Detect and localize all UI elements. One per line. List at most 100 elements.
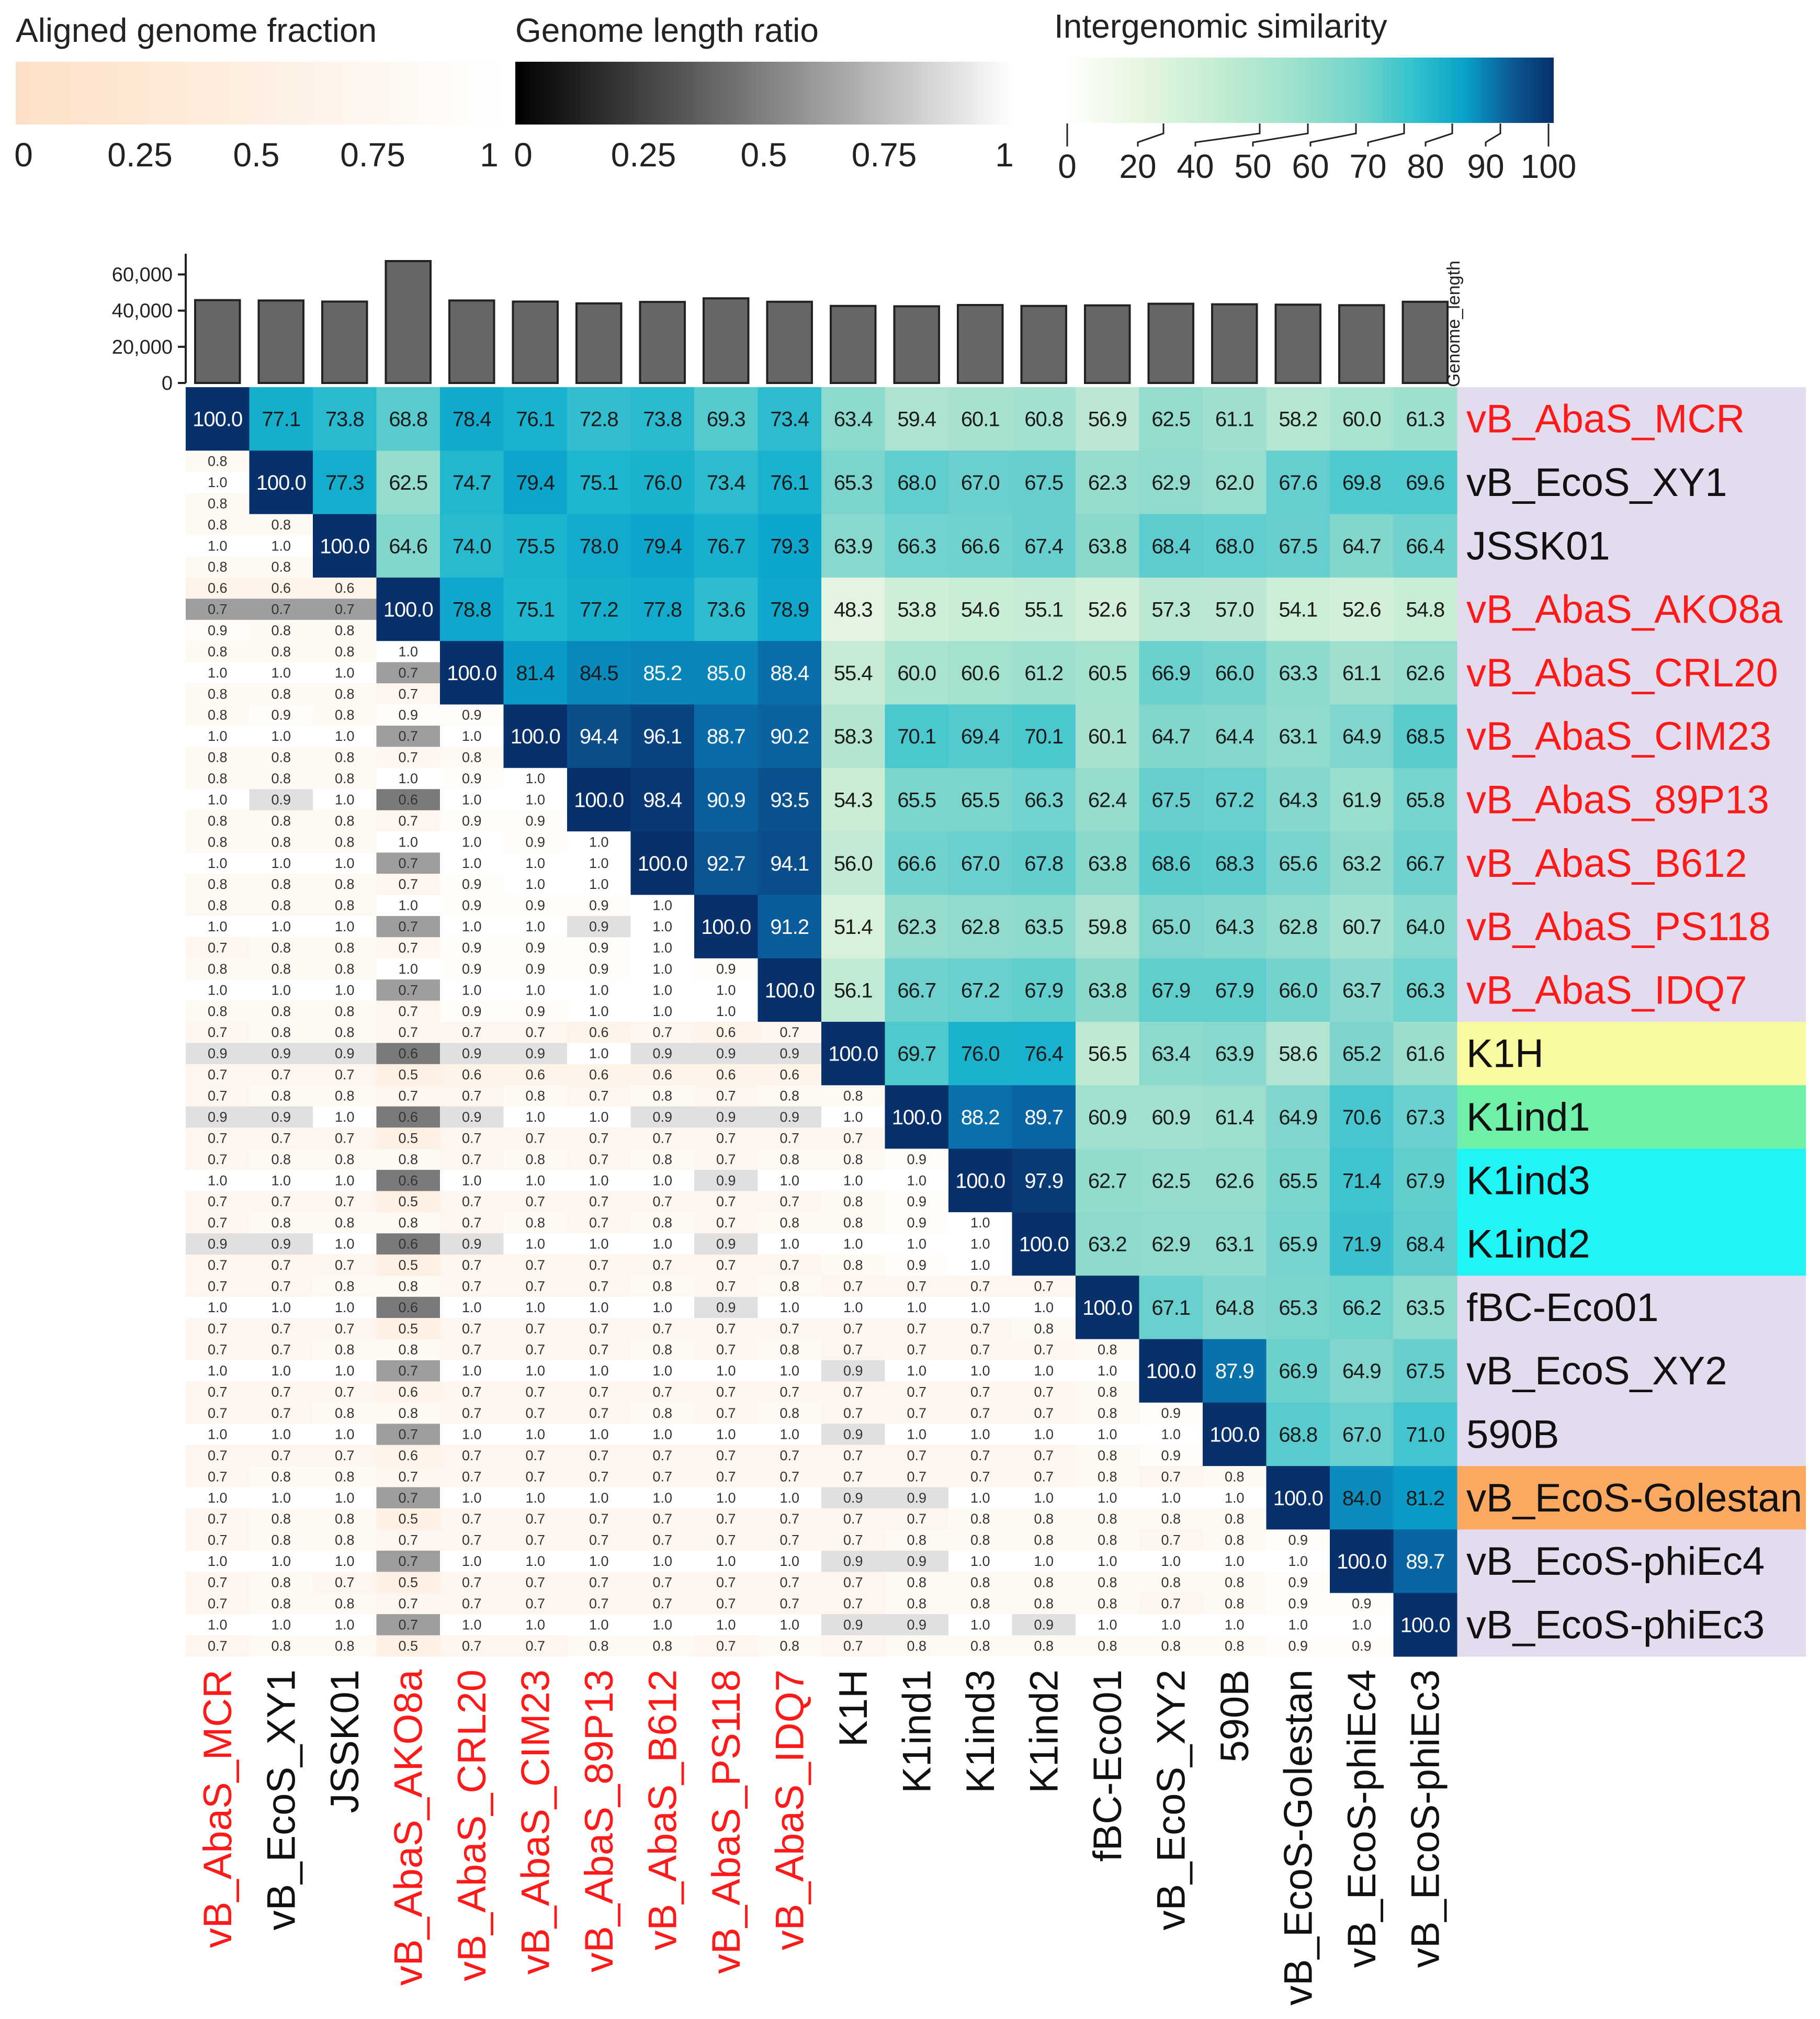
similarity-cell xyxy=(503,450,568,515)
aligned-fraction-cell xyxy=(376,1508,440,1530)
aligned-fraction-cell xyxy=(885,1254,949,1276)
aligned-fraction-cell xyxy=(503,831,568,853)
row-label: vB_EcoS_XY2 xyxy=(1466,1349,1727,1393)
aligned-fraction-cell xyxy=(948,1445,1012,1467)
aligned-fraction-value: 0.7 xyxy=(271,1130,291,1146)
length-ratio-cell xyxy=(313,852,377,874)
similarity-value: 67.2 xyxy=(1215,788,1254,811)
aligned-fraction-cell xyxy=(1076,1508,1139,1530)
aligned-fraction-value: 0.7 xyxy=(271,1405,291,1421)
similarity-value: 66.3 xyxy=(1024,788,1063,811)
length-ratio-cell xyxy=(1012,1424,1076,1446)
similarity-cell xyxy=(1203,641,1267,705)
similarity-cell xyxy=(694,387,758,451)
aligned-fraction-value: 0.7 xyxy=(462,1130,482,1146)
similarity-cell xyxy=(885,577,949,641)
length-ratio-cell xyxy=(630,1043,695,1065)
aligned-fraction-value: 0.7 xyxy=(271,1067,291,1082)
aligned-fraction-cell xyxy=(376,958,440,980)
length-ratio-cell xyxy=(758,1424,822,1446)
row-label: JSSK01 xyxy=(1466,524,1610,568)
length-ratio-value: 0.7 xyxy=(398,1553,418,1569)
group-band xyxy=(1457,1402,1806,1467)
length-ratio-value: 0.9 xyxy=(271,792,291,807)
aligned-fraction-value: 0.8 xyxy=(335,898,355,913)
length-ratio-cell xyxy=(1076,1614,1139,1636)
length-ratio-cell xyxy=(630,1614,695,1636)
length-ratio-value: 1.0 xyxy=(208,1426,228,1442)
aligned-fraction-cell xyxy=(186,641,250,663)
length-ratio-value: 1.0 xyxy=(462,792,482,807)
aligned-fraction-cell xyxy=(694,1022,758,1043)
length-ratio-cell xyxy=(503,1614,568,1636)
aligned-fraction-value: 0.7 xyxy=(1034,1448,1054,1463)
group-band xyxy=(1457,1593,1806,1657)
length-ratio-value: 1.0 xyxy=(208,475,228,490)
length-ratio-value: 1.0 xyxy=(208,728,228,744)
aligned-fraction-cell xyxy=(313,1085,377,1107)
aligned-fraction-value: 0.7 xyxy=(525,1596,545,1611)
length-ratio-cell xyxy=(313,1487,377,1509)
aligned-fraction-cell xyxy=(440,1466,504,1488)
aligned-fraction-value: 0.7 xyxy=(652,1257,672,1273)
aligned-fraction-value: 0.8 xyxy=(1225,1532,1245,1548)
similarity-cell xyxy=(313,387,377,451)
length-ratio-cell xyxy=(249,789,313,811)
aligned-fraction-value: 0.7 xyxy=(462,1384,482,1400)
similarity-value: 77.1 xyxy=(262,408,300,431)
aligned-fraction-value: 0.8 xyxy=(970,1596,990,1611)
similarity-value: 63.2 xyxy=(1088,1233,1127,1256)
length-ratio-value: 1.0 xyxy=(652,1363,672,1379)
similarity-cell xyxy=(948,514,1012,578)
similarity-value: 67.9 xyxy=(1151,979,1190,1002)
similarity-cell xyxy=(1266,1339,1330,1403)
aligned-fraction-cell xyxy=(885,1381,949,1403)
similarity-cell xyxy=(1393,1085,1457,1149)
aligned-fraction-cell xyxy=(567,937,631,959)
aligned-fraction-value: 0.8 xyxy=(271,1638,291,1654)
aligned-fraction-value: 0.8 xyxy=(462,750,482,765)
similarity-cell xyxy=(758,768,822,832)
similarity-cell xyxy=(1393,1148,1457,1213)
aligned-fraction-cell xyxy=(376,1635,440,1657)
aligned-fraction-cell xyxy=(567,1022,631,1043)
length-ratio-value: 1.0 xyxy=(716,1553,736,1569)
similarity-value: 100.0 xyxy=(574,788,624,811)
aligned-fraction-cell xyxy=(249,1635,313,1657)
aligned-fraction-cell xyxy=(313,1000,377,1022)
length-ratio-value: 1.0 xyxy=(1098,1617,1117,1632)
similarity-value: 70.1 xyxy=(897,725,936,748)
aligned-fraction-value: 0.7 xyxy=(652,1596,672,1611)
aligned-fraction-cell xyxy=(567,1593,631,1615)
similarity-cell xyxy=(313,514,377,578)
aligned-fraction-cell xyxy=(758,1127,822,1149)
aligned-fraction-value: 0.8 xyxy=(208,644,228,659)
length-ratio-value: 0.9 xyxy=(335,1046,355,1062)
length-ratio-value: 1.0 xyxy=(271,538,291,554)
similarity-value: 100.0 xyxy=(1082,1296,1132,1319)
aligned-fraction-value: 0.7 xyxy=(271,1194,291,1210)
aligned-fraction-cell xyxy=(567,1339,631,1361)
similarity-value: 63.4 xyxy=(834,408,873,431)
similarity-value: 51.4 xyxy=(834,916,873,939)
similarity-value: 57.3 xyxy=(1151,599,1190,622)
aligned-fraction-value: 0.7 xyxy=(525,1278,545,1294)
length-ratio-cell xyxy=(313,725,377,747)
length-ratio-value: 1.0 xyxy=(907,1363,926,1379)
legend-similarity: Intergenomic similarity 0 20 40 50 60 70 80 90 1… xyxy=(1054,7,1576,185)
group-band xyxy=(1457,831,1806,895)
aligned-fraction-cell xyxy=(440,747,504,769)
length-ratio-cell xyxy=(567,1043,631,1065)
length-ratio-value: 1.0 xyxy=(779,1617,799,1632)
aligned-fraction-value: 0.7 xyxy=(843,1532,863,1548)
aligned-fraction-value: 0.7 xyxy=(398,876,418,892)
similarity-value: 84.0 xyxy=(1342,1487,1381,1510)
similarity-cell xyxy=(885,641,949,705)
aligned-fraction-value: 0.8 xyxy=(208,876,228,892)
similarity-value: 66.9 xyxy=(1151,662,1190,685)
legend-sim-tick-label: 80 xyxy=(1407,148,1444,185)
aligned-fraction-cell xyxy=(567,1529,631,1551)
aligned-fraction-cell xyxy=(1139,1445,1203,1467)
row-label: K1ind1 xyxy=(1466,1095,1590,1140)
length-ratio-cell xyxy=(821,1550,885,1572)
